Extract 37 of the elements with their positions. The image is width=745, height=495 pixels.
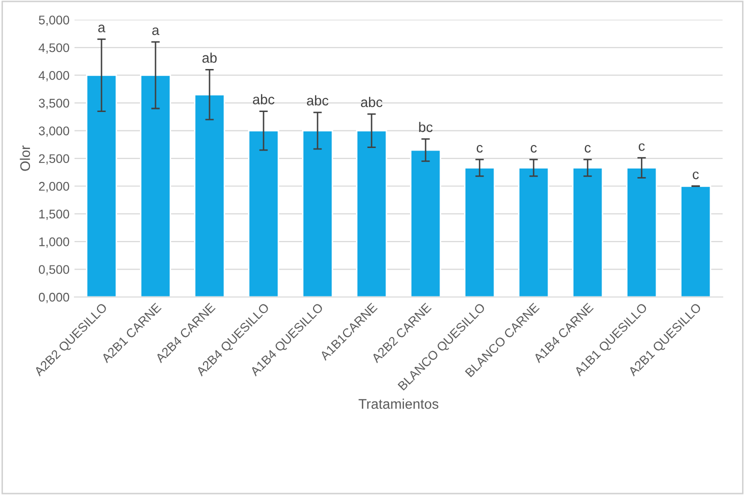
bar [410,149,442,297]
y-tick-label: 5,000 [38,16,70,26]
annotation: c [476,144,483,153]
y-tick-label: 0,500 [38,265,70,276]
bar [464,167,496,297]
bar [194,94,226,297]
bar [518,167,550,297]
bar [302,130,334,297]
y-tick-label: 3,500 [38,98,70,110]
annotation: bc [419,122,433,132]
annotation: a [98,24,106,32]
annotation: ab [202,52,217,63]
bar [140,74,172,297]
y-tick-label: 2,000 [38,182,70,192]
x-axis-title: Tratamientos [358,398,438,409]
annotation: c [692,172,699,180]
y-tick-label: 2,500 [38,154,70,165]
y-tick-label: 1,500 [39,210,70,220]
bar [572,167,604,297]
bar [680,185,712,297]
annotation: abc [360,96,382,108]
annotation: c [530,144,537,153]
y-tick-label: 1,000 [39,237,70,248]
annotation: a [152,27,160,36]
y-axis-title: Olor [20,146,30,171]
y-tick-label: 4,000 [38,71,70,82]
bar [356,130,388,297]
y-tick-label: 4,500 [38,43,70,54]
annotation: abc [306,95,328,106]
y-tick-label: 3,000 [38,126,70,137]
annotation: abc [252,94,274,104]
y-tick-label: 0,000 [38,292,70,304]
annotation: c [638,143,645,151]
annotation: c [584,144,591,153]
bar [86,74,118,297]
bar [626,167,658,297]
bar [248,130,280,297]
